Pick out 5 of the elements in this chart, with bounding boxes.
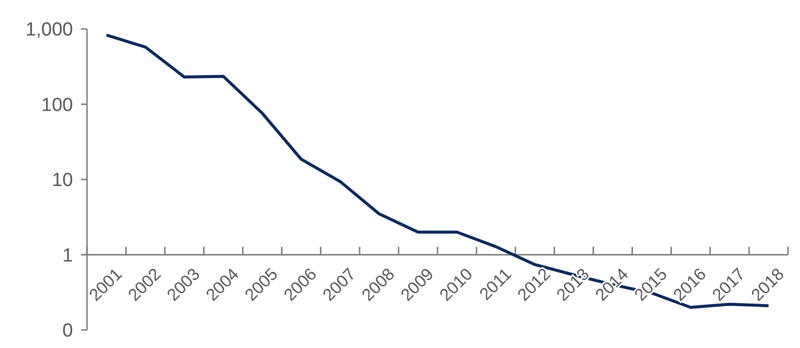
y-tick-label: 100 (41, 94, 73, 116)
y-tick-label: 1,000 (25, 20, 73, 41)
y-tick-label: 10 (52, 170, 73, 192)
y-tick-label: 1 (62, 245, 73, 266)
y-tick-label: 0 (62, 320, 73, 342)
